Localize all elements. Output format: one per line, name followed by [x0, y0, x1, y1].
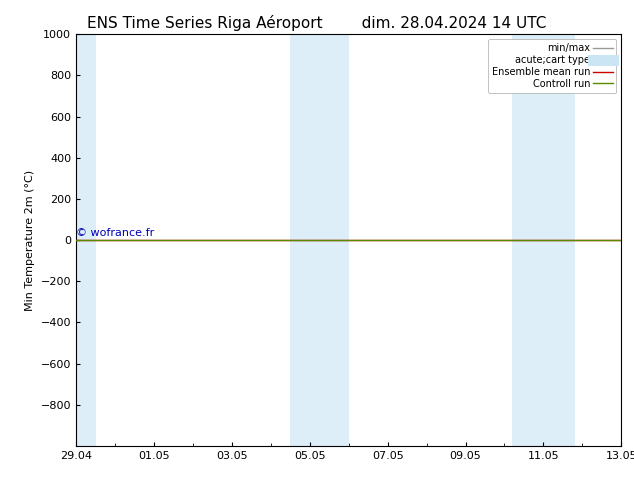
Text: © wofrance.fr: © wofrance.fr — [77, 228, 155, 238]
Bar — [290, 34, 349, 446]
Y-axis label: Min Temperature 2m (°C): Min Temperature 2m (°C) — [25, 170, 35, 311]
Bar — [512, 34, 574, 446]
Bar — [65, 34, 96, 446]
Text: ENS Time Series Riga Aéroport        dim. 28.04.2024 14 UTC: ENS Time Series Riga Aéroport dim. 28.04… — [87, 15, 547, 31]
Legend: min/max, acute;cart type, Ensemble mean run, Controll run: min/max, acute;cart type, Ensemble mean … — [488, 39, 616, 93]
